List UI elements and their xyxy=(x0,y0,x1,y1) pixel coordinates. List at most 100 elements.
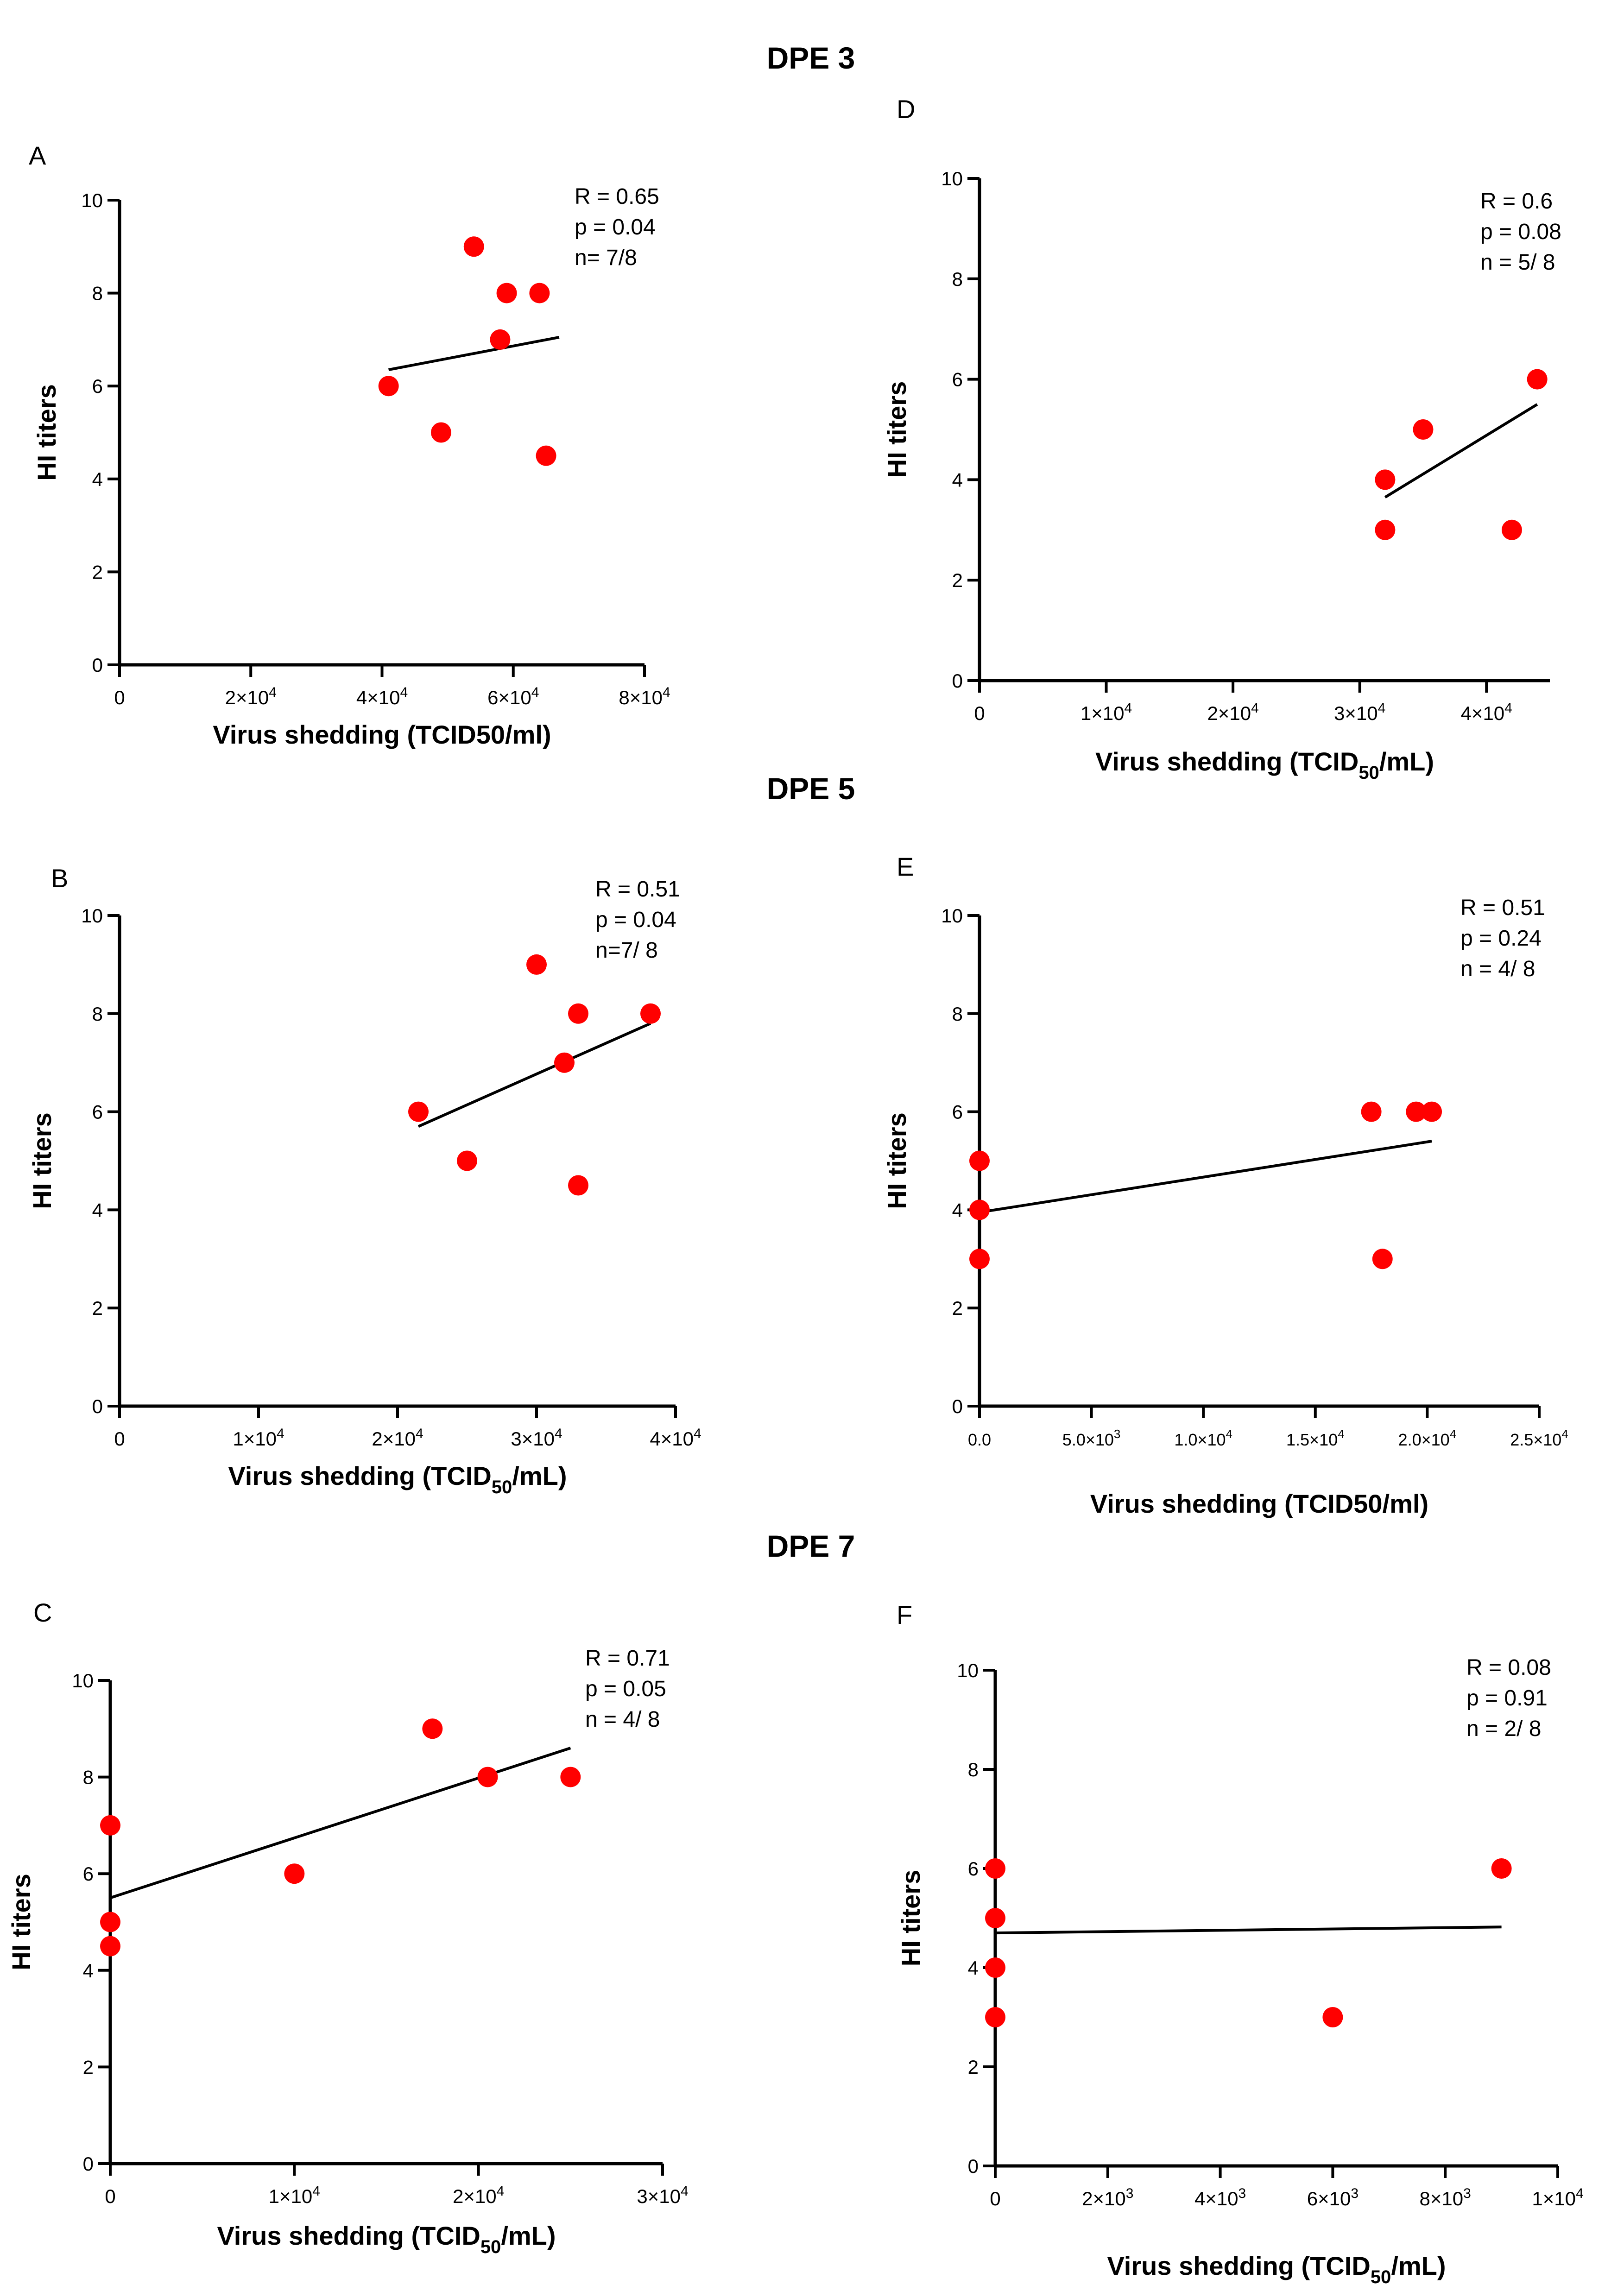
data-point xyxy=(1413,419,1434,440)
x-tick-label: 0 xyxy=(114,1428,125,1450)
x-tick-label: 2×104 xyxy=(453,2184,504,2207)
data-point xyxy=(463,236,484,257)
y-tick-label: 2 xyxy=(968,2056,979,2078)
y-tick-label: 4 xyxy=(968,1957,979,1979)
y-tick-label: 2 xyxy=(952,1297,963,1319)
stat-label: R = 0.65 xyxy=(575,184,659,209)
stat-label: p = 0.04 xyxy=(575,215,656,240)
chart-panel-d: D 0 2 4 6 8 10 0 1×104 2×104 3×104 4×104 Virus shedd… xyxy=(882,95,1561,783)
data-point xyxy=(1322,2007,1343,2027)
data-point xyxy=(1527,369,1548,390)
y-axis-title: HI titers xyxy=(27,1112,57,1209)
data-point xyxy=(969,1249,990,1269)
x-tick-label: 0 xyxy=(114,687,125,708)
stat-label: p = 0.24 xyxy=(1460,926,1542,951)
x-axis-title: Virus shedding (TCID50/ml) xyxy=(213,720,551,749)
data-point xyxy=(985,2007,1005,2027)
chart-panel-f: F 0 2 4 6 8 10 0 2×103 4×103 6×103 8×103 1×104 Virus … xyxy=(896,1600,1584,2285)
regression-line xyxy=(979,1140,1432,1214)
stat-label: R = 0.51 xyxy=(595,877,680,902)
panel-label: E xyxy=(897,852,914,881)
data-point xyxy=(985,1858,1005,1879)
x-tick-label: 2×103 xyxy=(1082,2186,1133,2209)
x-tick-label: 6×103 xyxy=(1307,2186,1359,2209)
y-tick-label: 0 xyxy=(92,654,103,676)
y-tick-label: 10 xyxy=(81,905,103,927)
y-tick-label: 2 xyxy=(92,1297,103,1319)
y-axis-title: HI titers xyxy=(32,384,61,481)
y-tick-label: 6 xyxy=(92,1101,103,1123)
data-point xyxy=(529,283,550,303)
panels: A 0 2 4 6 8 10 0 2×104 4×104 6×104 8×104 Virus shedd… xyxy=(6,95,1584,2285)
y-tick-label: 10 xyxy=(72,1670,94,1692)
data-point xyxy=(1501,519,1522,540)
y-tick-label: 0 xyxy=(952,1395,963,1417)
data-point xyxy=(496,283,517,303)
x-axis-title: Virus shedding (TCID50/mL) xyxy=(1107,2251,1446,2285)
panel-label: A xyxy=(29,141,46,170)
x-tick-label: 3×104 xyxy=(637,2184,688,2207)
stat-label: n = 2/ 8 xyxy=(1466,1717,1541,1741)
regression-line xyxy=(417,1022,651,1128)
chart-panel-a: A 0 2 4 6 8 10 0 2×104 4×104 6×104 8×104 Virus shedd… xyxy=(29,141,670,749)
section-title-dpe3: DPE 3 xyxy=(767,41,855,75)
y-tick-label: 4 xyxy=(952,469,963,491)
data-point xyxy=(408,1101,429,1122)
x-tick-label: 4×104 xyxy=(356,685,408,708)
stat-label: p = 0.04 xyxy=(595,908,676,932)
x-tick-label: 8×104 xyxy=(619,685,670,708)
data-point xyxy=(1422,1101,1442,1122)
data-point xyxy=(969,1199,990,1220)
stat-label: p = 0.91 xyxy=(1466,1686,1548,1711)
x-tick-label: 1×104 xyxy=(233,1426,284,1450)
panel-label: F xyxy=(897,1600,912,1629)
y-tick-label: 6 xyxy=(952,369,963,391)
data-point xyxy=(100,1912,120,1932)
chart-panel-c: C 0 2 4 6 8 10 0 1×104 2×104 3×104 Virus shedding (… xyxy=(6,1598,689,2257)
y-tick-label: 2 xyxy=(92,561,103,583)
data-point xyxy=(568,1175,588,1196)
y-tick-label: 8 xyxy=(92,283,103,304)
stat-label: p = 0.05 xyxy=(585,1677,666,1701)
section-title-dpe5: DPE 5 xyxy=(767,771,855,806)
data-point xyxy=(560,1767,581,1787)
x-axis-title: Virus shedding (TCID50/mL) xyxy=(228,1461,567,1497)
y-axis-title: HI titers xyxy=(6,1874,36,1970)
regression-line xyxy=(110,1747,571,1900)
data-point xyxy=(526,954,547,975)
y-tick-label: 4 xyxy=(92,468,103,490)
regression-line xyxy=(1384,403,1538,499)
data-point xyxy=(457,1150,477,1171)
x-tick-label: 0 xyxy=(990,2188,1000,2209)
y-tick-label: 0 xyxy=(92,1395,103,1417)
x-tick-label: 0.0 xyxy=(968,1430,991,1449)
x-tick-label: 2×104 xyxy=(372,1426,423,1450)
x-tick-label: 3×104 xyxy=(1334,701,1385,724)
x-tick-label: 1.0×104 xyxy=(1174,1427,1232,1449)
x-axis-title: Virus shedding (TCID50/mL) xyxy=(217,2221,556,2257)
data-point xyxy=(100,1936,120,1957)
stat-label: n = 5/ 8 xyxy=(1480,250,1555,275)
data-point xyxy=(100,1815,120,1836)
panel-label: D xyxy=(897,95,915,124)
data-point xyxy=(1406,1101,1427,1122)
data-point xyxy=(490,329,511,350)
y-tick-label: 8 xyxy=(952,268,963,290)
y-tick-label: 2 xyxy=(952,569,963,591)
x-tick-label: 5.0×103 xyxy=(1062,1427,1121,1449)
regression-line xyxy=(995,1925,1502,1935)
x-tick-label: 1×104 xyxy=(1532,2186,1583,2209)
x-tick-label: 4×104 xyxy=(1461,701,1512,724)
x-axis-title: Virus shedding (TCID50/ml) xyxy=(1090,1489,1428,1518)
y-tick-label: 8 xyxy=(83,1767,94,1788)
section-title-dpe7: DPE 7 xyxy=(767,1529,855,1563)
x-axis-title: Virus shedding (TCID50/mL) xyxy=(1095,747,1434,783)
y-axis-title: HI titers xyxy=(896,1870,925,1967)
y-tick-label: 6 xyxy=(92,375,103,397)
data-point xyxy=(969,1150,990,1171)
x-tick-label: 4×103 xyxy=(1194,2186,1246,2209)
x-tick-label: 8×103 xyxy=(1420,2186,1471,2209)
data-point xyxy=(422,1718,443,1739)
panel-label: B xyxy=(51,864,68,893)
panel-label: C xyxy=(33,1598,52,1627)
